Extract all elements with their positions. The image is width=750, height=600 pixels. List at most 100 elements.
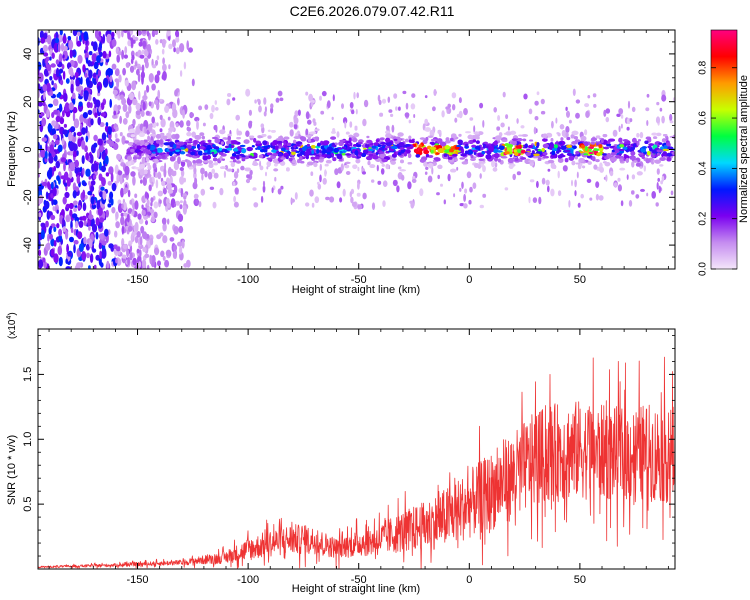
spectrogram-cell [166,203,171,209]
spectrogram-cell [464,188,468,194]
spectrogram-cell [516,171,522,176]
spectrogram-cell [114,133,118,139]
spectrogram-cell [135,102,141,111]
spectrogram-cell [557,132,561,137]
spectrogram-cell [542,155,549,159]
spectrogram-cell [314,196,320,204]
spectrogram-cell [179,70,183,77]
spectrogram-cell [459,187,462,192]
spectrogram-cell [168,178,173,185]
spectrogram-cell [344,161,351,164]
spectrogram-cell [159,114,163,121]
spectrogram-cell [445,106,450,110]
spectrogram-cell [270,103,274,109]
spectrogram-cell [219,187,224,196]
spectrogram-cell [318,149,322,154]
spectrogram-cell [59,106,63,112]
spectrogram-cell [143,169,148,175]
spectrogram-cell [332,94,335,102]
spectrogram-cell [330,136,336,140]
spectrogram-cell [106,33,112,44]
spectrogram-cell [663,134,668,137]
spectrogram-cell [95,254,100,261]
snr-ticks: -150 -100 -50 0 500.51.01.5 [22,329,675,586]
spectrogram-cell [124,165,130,176]
spectrogram-cell [513,149,517,153]
spectrogram-cell [212,144,216,147]
spectrogram-cell [375,139,380,143]
spectrogram-cell [126,248,130,258]
spectrogram-cell [40,222,46,228]
spectrogram-cell [571,160,576,166]
spectrogram-cell [646,192,649,197]
spectrogram-cell [590,141,596,145]
spectrogram-cell [291,151,296,156]
spectrogram-cell [172,250,177,259]
spectrogram-cell [461,161,469,165]
spectrogram-cell [465,131,471,134]
spectrogram-cell [127,189,131,198]
spectrogram-cell [72,30,78,37]
spectrogram-cell [83,236,87,245]
spectrogram-cell [123,54,128,59]
spectrogram-cell [215,124,218,133]
spectrogram-cell [144,126,147,134]
spectrogram-cell [579,163,583,167]
spectrogram-cell [636,171,643,176]
spectrogram-cell [197,144,201,149]
spectrogram-cell [549,143,555,148]
spectrogram-cell [618,137,623,143]
spectrogram-cell [463,203,468,209]
spectrogram-cell [423,149,430,155]
spectrogram-cell [257,135,262,139]
spectrogram-cell [188,166,194,170]
spectrogram-cell [583,141,589,147]
spectrogram-cell [312,118,316,124]
spectrogram-cell [179,120,184,128]
spectrogram-cell [154,30,159,35]
spectrogram-cell [372,154,379,160]
snr-xtick-label: -50 [351,574,367,586]
spectrogram-cell [593,148,601,151]
spectrogram-cell [408,139,413,142]
spectrogram-cell [71,213,78,219]
spectrogram-cell [83,31,89,41]
spectrogram-cell [126,213,130,223]
spectrogram-cell [559,124,565,130]
spectrogram-cell [124,140,129,144]
spectrogram-cell [129,199,133,205]
spectrogram-cell [547,168,551,172]
spectrogram-cell [75,86,81,92]
spectrogram-cell [470,157,476,161]
spectrogram-cell [132,118,136,126]
spectrogram-cell [159,128,163,133]
spectrogram-cell [433,89,437,96]
spectrogram-cell [366,156,373,161]
spectrogram-cell [617,177,621,182]
spectrogram-cell [388,109,393,113]
spectrogram-cell [577,202,581,208]
spectrogram-cell [493,153,500,159]
spectrogram-cell [88,214,94,220]
spectrogram-cell [140,179,143,184]
spectrogram-cell [505,114,509,119]
spectrogram-cell [245,130,250,137]
spectrogram-cell [157,172,162,180]
spectrogram-cell [76,40,82,47]
spectrogram-cell [632,143,637,148]
spectrogram-cell [67,251,73,257]
spectrogram-cell [77,231,83,240]
spectrogram-cell [175,123,179,128]
spectrogram-cell [435,152,440,155]
spectrogram-cell [271,142,276,146]
spectrogram-cell [666,156,672,162]
spectrogram-cell [658,142,663,145]
spectrogram-cell [41,137,47,142]
spectrogram-cell [574,179,577,188]
spectrogram-cell [504,151,510,155]
spectrogram-cell [262,140,268,146]
spectrogram-cell [631,106,636,113]
spectrogram-cell [134,221,139,232]
spectrogram-cell [429,129,435,138]
spectrogram-cell [230,156,236,160]
